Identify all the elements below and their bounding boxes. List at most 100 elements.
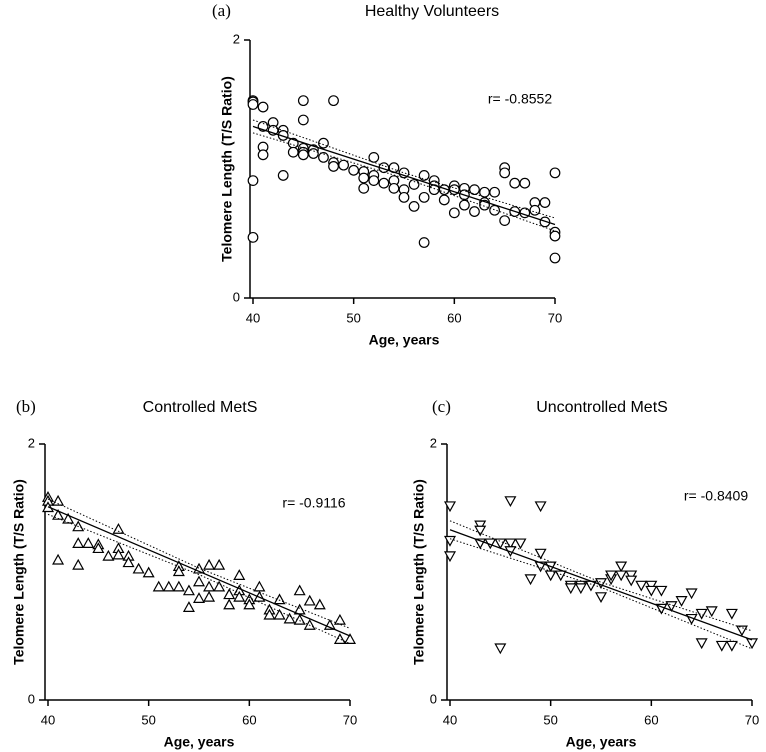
data-point <box>318 151 329 163</box>
data-point <box>297 95 309 107</box>
data-point <box>504 538 517 550</box>
data-point <box>715 640 728 652</box>
data-point <box>203 580 216 592</box>
data-point <box>213 580 226 592</box>
confidence-band <box>47 498 351 629</box>
data-point <box>594 592 608 604</box>
y-tick-label: 2 <box>28 435 35 450</box>
data-point <box>469 184 480 196</box>
data-point <box>333 613 346 625</box>
data-point <box>182 601 195 612</box>
x-tick-label: 60 <box>644 712 658 727</box>
annotation: r= -0.9116 <box>282 495 345 511</box>
data-point <box>625 570 638 582</box>
confidence-band <box>47 513 351 645</box>
confidence-band <box>252 132 556 232</box>
data-point <box>539 197 551 208</box>
data-point <box>92 542 105 554</box>
x-tick-label: 40 <box>246 310 260 325</box>
annotation: r= -0.8409 <box>684 488 748 504</box>
regression-line <box>47 506 351 637</box>
data-point <box>459 199 470 211</box>
data-point <box>443 501 457 513</box>
data-point <box>489 204 501 216</box>
data-point <box>494 538 507 550</box>
data-point <box>348 164 360 176</box>
data-point <box>368 151 380 163</box>
data-point <box>72 558 85 570</box>
confidence-band <box>449 520 753 632</box>
data-point <box>675 596 688 607</box>
data-point <box>574 583 587 595</box>
data-point <box>438 194 450 206</box>
data-point <box>534 548 547 560</box>
data-point <box>489 186 501 198</box>
data-point <box>192 592 206 603</box>
data-point <box>308 148 319 159</box>
data-point <box>685 588 698 600</box>
data-point <box>297 149 309 161</box>
data-point <box>635 580 648 592</box>
data-point <box>645 580 658 592</box>
data-point <box>213 558 226 570</box>
data-point <box>418 237 430 248</box>
y-tick-label: 0 <box>233 289 240 304</box>
data-point <box>655 585 668 597</box>
data-point <box>142 566 155 578</box>
data-point <box>203 590 216 602</box>
data-point <box>152 580 165 592</box>
data-point <box>333 633 346 644</box>
data-point <box>534 501 547 513</box>
x-tick-label: 70 <box>745 712 759 727</box>
data-point <box>343 633 357 644</box>
data-point <box>645 585 658 597</box>
data-point <box>388 182 400 194</box>
y-axis-label: Telomere Length (T/S Ratio) <box>11 479 27 665</box>
data-point <box>474 525 487 537</box>
data-point <box>162 580 175 592</box>
x-tick-label: 40 <box>443 712 457 727</box>
x-tick-label: 70 <box>343 712 357 727</box>
data-point <box>338 159 350 171</box>
x-tick-label: 70 <box>548 310 562 325</box>
confidence-band <box>449 538 753 650</box>
annotation: r= -0.8552 <box>488 91 552 107</box>
data-point <box>443 535 457 547</box>
data-point <box>564 583 577 595</box>
data-point <box>499 167 511 179</box>
regression-line <box>449 529 753 641</box>
data-point <box>223 598 236 610</box>
data-point <box>277 170 289 181</box>
data-point <box>665 601 678 613</box>
x-tick-label: 50 <box>346 310 360 325</box>
data-point <box>469 206 480 217</box>
data-point <box>132 562 145 574</box>
x-tick-label: 50 <box>141 712 155 727</box>
data-point <box>368 175 380 187</box>
data-point <box>247 99 259 110</box>
x-axis-label: Age, years <box>164 734 235 750</box>
data-point <box>72 537 85 548</box>
x-tick-label: 50 <box>543 712 557 727</box>
y-axis-label: Telomere Length (T/S Ratio) <box>219 76 235 262</box>
x-tick-label: 60 <box>447 310 461 325</box>
data-point <box>499 215 511 227</box>
data-point <box>529 204 541 216</box>
data-point <box>539 216 551 228</box>
data-point <box>328 95 339 107</box>
data-point <box>287 146 299 158</box>
chart-title: Uncontrolled MetS <box>536 399 668 416</box>
data-point <box>122 556 135 568</box>
data-point <box>297 114 309 126</box>
data-point <box>172 580 185 592</box>
data-point <box>52 553 65 565</box>
y-tick-label: 2 <box>233 31 240 46</box>
data-point <box>172 565 185 577</box>
data-point <box>112 523 125 534</box>
data-point <box>549 167 561 179</box>
data-point <box>725 640 738 652</box>
data-point <box>263 608 276 620</box>
data-point <box>62 512 75 524</box>
data-point <box>625 575 638 587</box>
